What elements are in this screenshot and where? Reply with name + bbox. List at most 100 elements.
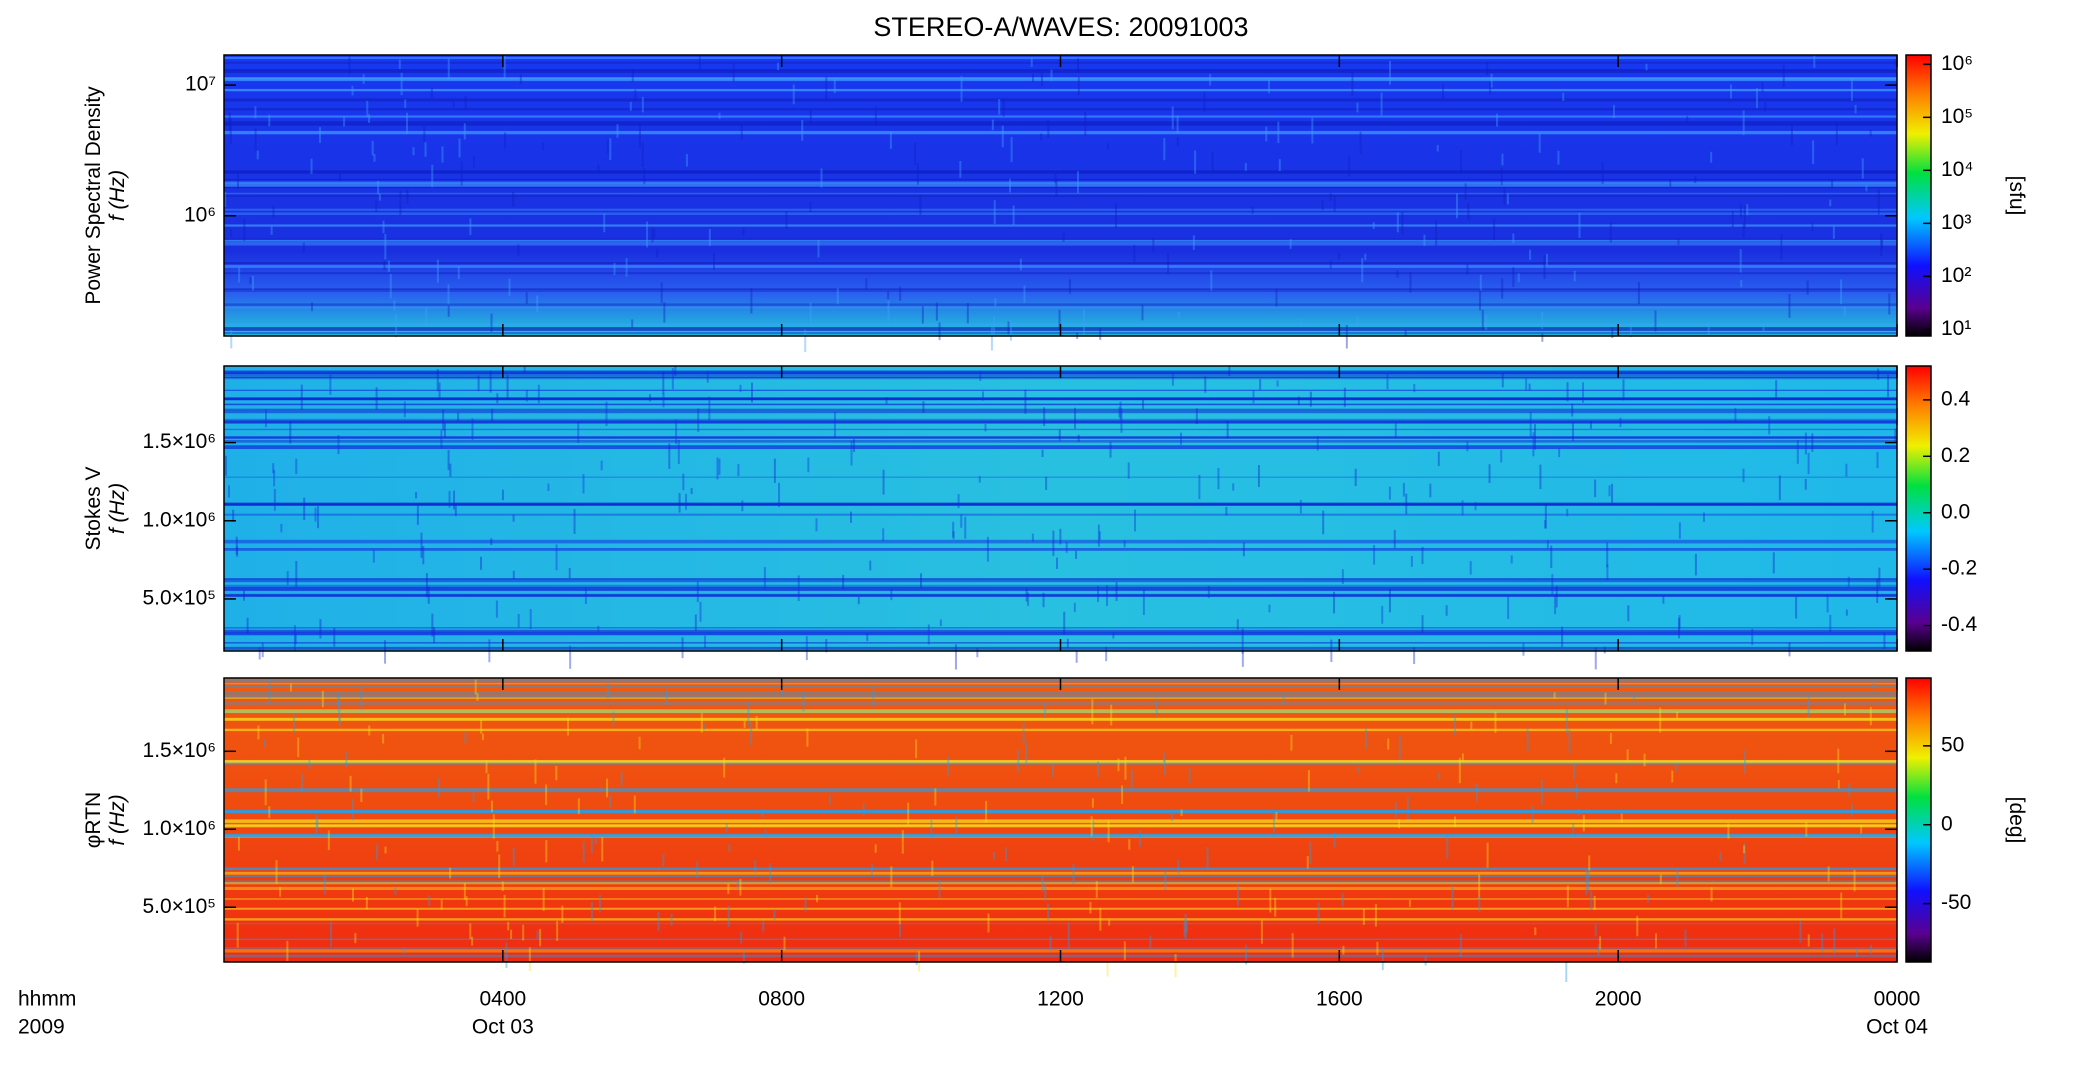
spectrogram-speckle bbox=[1545, 253, 1548, 266]
spectrogram-speckle bbox=[337, 435, 340, 455]
spectrogram-speckle bbox=[1582, 382, 1585, 403]
spectrogram-speckle bbox=[420, 532, 423, 558]
spectrogram-speckle bbox=[1678, 617, 1681, 639]
x-tick-label: 1600 bbox=[1316, 988, 1363, 1011]
spectrogram-speckle bbox=[472, 792, 475, 803]
spectrogram-speckle bbox=[1877, 368, 1880, 380]
spectrogram-speckle bbox=[743, 720, 746, 728]
spectrogram-speckle bbox=[481, 733, 484, 741]
spectrogram-speckle bbox=[489, 370, 492, 393]
spectrogram-speckle bbox=[289, 420, 292, 444]
spectrogram-speckle bbox=[1272, 813, 1275, 834]
spectrogram-speckle bbox=[1413, 647, 1416, 664]
spectrogram-speckle bbox=[1174, 954, 1177, 978]
x-tick-label: 1200 bbox=[1037, 988, 1084, 1011]
x-tick-label: 0000 bbox=[1874, 988, 1921, 1011]
spectrogram-speckle bbox=[915, 952, 918, 966]
spectrogram-speckle bbox=[1676, 869, 1679, 888]
spectrogram-speckle bbox=[872, 685, 875, 708]
spectrogram-stripe bbox=[224, 819, 1897, 823]
colorbar-tick-label: 10⁵ bbox=[1941, 105, 1973, 128]
spectrogram-speckle bbox=[728, 844, 731, 853]
spectrogram-stripe bbox=[224, 760, 1897, 763]
spectrogram-speckle bbox=[935, 302, 938, 321]
spectrogram-speckle bbox=[1629, 323, 1632, 338]
spectrogram-speckle bbox=[469, 923, 472, 940]
spectrogram-speckle bbox=[440, 899, 443, 910]
colorbar bbox=[1905, 365, 1932, 652]
spectrogram-speckle bbox=[256, 150, 259, 160]
spectrogram-stripe bbox=[224, 108, 1897, 111]
spectrogram-speckle bbox=[376, 844, 379, 861]
spectrogram-speckle bbox=[525, 292, 528, 304]
colorbar-label: [sfu] bbox=[2005, 176, 2028, 216]
spectrogram-speckle bbox=[338, 697, 341, 722]
spectrogram-speckle bbox=[809, 302, 812, 324]
spectrogram-speckle bbox=[1577, 808, 1580, 817]
spectrogram-stripe bbox=[224, 397, 1897, 400]
spectrogram-speckle bbox=[1589, 421, 1592, 429]
spectrogram-speckle bbox=[1775, 380, 1778, 399]
spectrogram-speckle bbox=[1615, 773, 1618, 784]
spectrogram-speckle bbox=[1526, 728, 1529, 751]
spectrogram-speckle bbox=[1599, 936, 1602, 950]
spectrogram-speckle bbox=[1024, 389, 1027, 414]
spectrogram-speckle bbox=[1236, 884, 1239, 906]
spectrogram-speckle bbox=[1075, 650, 1078, 663]
spectrogram-stripe bbox=[224, 194, 1897, 197]
spectrogram-speckle bbox=[261, 642, 264, 658]
spectrogram-speckle bbox=[1880, 233, 1883, 257]
spectrogram-speckle bbox=[1740, 280, 1743, 288]
spectrogram-speckle bbox=[1242, 542, 1245, 557]
spectrogram-stripe bbox=[224, 810, 1897, 814]
spectrogram-speckle bbox=[662, 371, 665, 395]
spectrogram-speckle bbox=[360, 686, 363, 710]
spectrogram-speckle bbox=[316, 820, 319, 829]
spectrogram-speckle bbox=[801, 120, 804, 141]
spectrogram-speckle bbox=[670, 913, 673, 926]
spectrogram-speckle bbox=[318, 127, 321, 144]
spectrogram-speckle bbox=[567, 717, 570, 736]
spectrogram-speckle bbox=[536, 930, 539, 940]
spectrogram-speckle bbox=[750, 287, 753, 314]
spectrogram-speckle bbox=[427, 586, 430, 604]
spectrogram-speckle bbox=[1341, 892, 1344, 907]
colorbar-tick-label: 10⁴ bbox=[1941, 158, 1973, 181]
spectrogram-speckle bbox=[1097, 586, 1100, 602]
spectrogram-stripe bbox=[224, 898, 1897, 900]
spectrogram-speckle bbox=[1464, 183, 1467, 201]
spectrogram-speckle bbox=[763, 567, 766, 590]
spectrogram-speckle bbox=[1043, 407, 1046, 427]
spectrogram-speckle bbox=[254, 106, 257, 119]
spectrogram-speckle bbox=[739, 878, 742, 896]
spectrogram-stripe bbox=[224, 436, 1897, 439]
spectrogram-speckle bbox=[993, 200, 996, 224]
spectrogram-speckle bbox=[1177, 311, 1180, 319]
spectrogram-speckle bbox=[1031, 533, 1034, 542]
spectrogram-speckle bbox=[755, 715, 758, 730]
spectrogram-speckle bbox=[310, 302, 313, 312]
spectrogram-speckle bbox=[416, 505, 419, 525]
spectrogram-speckle bbox=[1138, 830, 1141, 848]
spectrogram-speckle bbox=[1123, 540, 1126, 548]
spectrogram-speckle bbox=[1211, 151, 1214, 171]
spectrogram-speckle bbox=[1662, 595, 1665, 604]
spectrogram-stripe bbox=[224, 922, 1897, 925]
spectrogram-speckle bbox=[931, 860, 934, 877]
spectrogram-speckle bbox=[569, 645, 572, 669]
spectrogram-speckle bbox=[1593, 895, 1596, 910]
spectrogram-speckle bbox=[1620, 813, 1623, 823]
spectrogram-speckle bbox=[383, 260, 386, 271]
spectrogram-speckle bbox=[1203, 92, 1206, 113]
spectrogram-speckle bbox=[1853, 869, 1856, 892]
spectrogram-speckle bbox=[1299, 500, 1302, 514]
spectrogram-speckle bbox=[1095, 881, 1098, 898]
spectrogram-speckle bbox=[747, 701, 750, 726]
spectrogram-speckle bbox=[457, 412, 460, 421]
spectrogram-speckle bbox=[1525, 378, 1528, 391]
spectrogram-speckle bbox=[236, 172, 239, 189]
spectrogram-speckle bbox=[1573, 762, 1576, 780]
spectrogram-speckle bbox=[1180, 432, 1183, 445]
spectrogram-stripe bbox=[224, 389, 1897, 391]
spectrogram-speckle bbox=[939, 619, 942, 627]
